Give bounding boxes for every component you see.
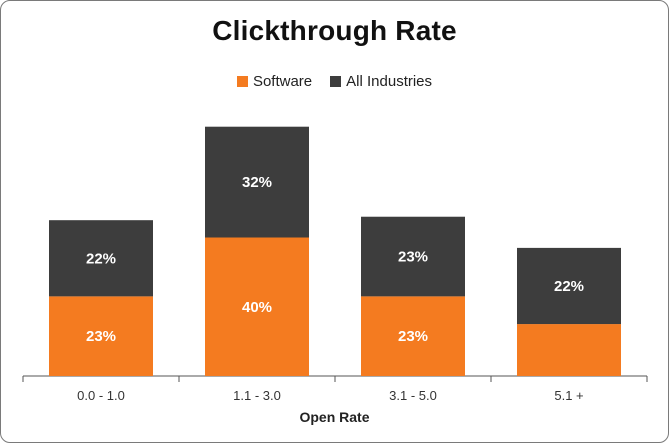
x-tick-label-1-1-3-0: 1.1 - 3.0 bbox=[233, 388, 281, 403]
legend-swatch-all-industries bbox=[330, 76, 342, 87]
legend-item-software: Software bbox=[236, 73, 313, 90]
chart-title: Clickthrough Rate bbox=[212, 15, 457, 46]
bar-all-industries-1-1-3-0 bbox=[205, 126, 309, 238]
legend-label-software: Software bbox=[252, 73, 313, 90]
bar-software-1-1-3-0 bbox=[205, 237, 309, 376]
bar-software-0-0-1-0 bbox=[49, 296, 153, 376]
legend-label-all-industries: All Industries bbox=[346, 73, 433, 90]
bar-software-5-1 bbox=[517, 324, 621, 376]
legend-item-all-industries: All Industries bbox=[330, 73, 432, 90]
data-label-software-0-0-1-0: 23% bbox=[86, 328, 116, 345]
x-axis-title: Open Rate bbox=[299, 409, 370, 425]
bar-all-industries-5-1 bbox=[517, 247, 621, 325]
bar-all-industries-0-0-1-0 bbox=[49, 220, 153, 297]
data-label-all-industries-3-1-5-0: 23% bbox=[398, 249, 428, 266]
data-label-software-3-1-5-0: 23% bbox=[398, 328, 428, 345]
bar-software-3-1-5-0 bbox=[361, 296, 465, 376]
data-label-all-industries-1-1-3-0: 32% bbox=[242, 174, 272, 191]
data-label-software-1-1-3-0: 40% bbox=[242, 299, 272, 316]
bar-all-industries-3-1-5-0 bbox=[361, 216, 465, 297]
chart-legend: Software All Industries bbox=[1, 73, 668, 90]
legend-swatch-software bbox=[236, 76, 248, 87]
x-tick-label-0-0-1-0: 0.0 - 1.0 bbox=[77, 388, 125, 403]
data-label-all-industries-0-0-1-0: 22% bbox=[86, 250, 116, 267]
x-tick-label-3-1-5-0: 3.1 - 5.0 bbox=[389, 388, 437, 403]
x-tick-label-5-1: 5.1 + bbox=[554, 388, 583, 403]
data-label-all-industries-5-1: 22% bbox=[554, 278, 584, 295]
